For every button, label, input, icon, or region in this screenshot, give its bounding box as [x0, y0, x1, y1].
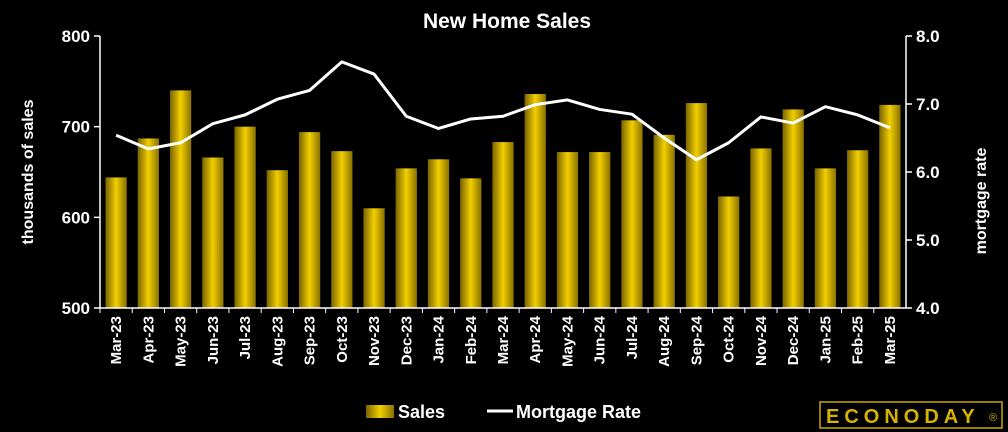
- y-tick-label-800: 800: [62, 27, 90, 46]
- x-tick-label-jun-24: Jun-24: [592, 315, 609, 364]
- y2-tick-label-4.0: 4.0: [916, 299, 940, 318]
- logo-frame: [819, 401, 1003, 429]
- right-axis-ticks: 4.0 5.0 6.0 7.0 8.0: [906, 27, 940, 318]
- x-tick-label-aug-24: Aug-24: [656, 315, 673, 366]
- bar-oct-23: [331, 151, 353, 308]
- logo-text: ECONODAY: [826, 406, 980, 428]
- bar-may-23: [169, 90, 192, 309]
- y-tick-label-600: 600: [62, 208, 90, 227]
- bar-aug-24: [653, 134, 675, 308]
- right-axis-label: mortgage rate: [973, 148, 990, 255]
- bar-apr-24: [524, 94, 546, 308]
- legend-sales-label: Sales: [398, 402, 445, 422]
- x-tick-label-jul-24: Jul-24: [624, 315, 641, 359]
- chart-title: New Home Sales: [423, 10, 591, 33]
- legend-sales-swatch: [366, 405, 394, 418]
- x-tick-label-oct-24: Oct-24: [721, 315, 738, 362]
- bar-jul-24: [621, 120, 643, 308]
- left-axis-ticks: 500 600 700 800: [62, 27, 100, 318]
- x-tick-label-nov-23: Nov-23: [366, 316, 383, 366]
- bar-sep-24: [685, 103, 708, 308]
- mortgage-rate-line: [115, 60, 891, 162]
- mortgage-rate-polyline: [115, 60, 891, 162]
- x-tick-label-feb-24: Feb-24: [463, 315, 480, 364]
- x-tick-label-jan-24: Jan-24: [431, 315, 448, 363]
- x-tick-label-mar-25: Mar-25: [882, 316, 899, 364]
- x-tick-label-jan-25: Jan-25: [817, 316, 834, 364]
- x-tick-label-apr-23: Apr-23: [140, 316, 157, 364]
- x-tick-label-feb-25: Feb-25: [850, 316, 867, 364]
- bar-jul-23: [234, 126, 256, 308]
- legend: Sales Mortgage Rate: [366, 402, 641, 422]
- bar-mar-25: [879, 104, 901, 308]
- bar-jan-25: [814, 168, 837, 308]
- bar-dec-24: [782, 109, 804, 308]
- x-tick-label-sep-24: Sep-24: [688, 315, 705, 365]
- logo-registered-mark: ®: [989, 412, 997, 424]
- x-tick-label-may-24: May-24: [559, 315, 576, 367]
- x-tick-label-oct-23: Oct-23: [334, 316, 351, 363]
- bar-jun-23: [202, 157, 224, 308]
- left-axis-label: thousands of sales: [20, 99, 37, 244]
- y-tick-label-500: 500: [62, 299, 90, 318]
- x-tick-label-apr-24: Apr-24: [527, 315, 544, 363]
- econoday-logo: ECONODAY ®: [819, 401, 1003, 429]
- bar-jun-24: [589, 152, 611, 308]
- bar-mar-24: [492, 142, 514, 308]
- y2-tick-label-7.0: 7.0: [916, 95, 940, 114]
- x-tick-label-dec-24: Dec-24: [785, 315, 802, 365]
- y-tick-label-700: 700: [62, 118, 90, 137]
- x-tick-label-mar-24: Mar-24: [495, 315, 512, 364]
- bar-jan-24: [427, 159, 450, 308]
- sales-bars: [105, 90, 901, 309]
- bar-sep-23: [298, 132, 321, 308]
- bar-oct-24: [718, 196, 740, 308]
- legend-mortgage-rate-label: Mortgage Rate: [516, 402, 641, 422]
- x-tick-label-may-23: May-23: [173, 316, 190, 367]
- x-tick-label-sep-23: Sep-23: [302, 316, 319, 365]
- bar-may-24: [556, 152, 579, 308]
- bar-aug-23: [266, 170, 288, 308]
- y2-tick-label-8.0: 8.0: [916, 27, 940, 46]
- x-tick-label-mar-23: Mar-23: [108, 316, 125, 364]
- bar-dec-23: [395, 168, 417, 308]
- y2-tick-label-5.0: 5.0: [916, 231, 940, 250]
- x-tick-label-jul-23: Jul-23: [237, 316, 254, 359]
- y2-tick-label-6.0: 6.0: [916, 163, 940, 182]
- bar-mar-23: [105, 177, 127, 308]
- x-axis-ticks: Mar-23 Apr-23 May-23 Jun-23 Jul-23 Aug-23 Sep-…: [99, 308, 899, 367]
- bar-nov-23: [363, 208, 385, 308]
- bar-nov-24: [750, 148, 772, 308]
- bar-apr-23: [137, 138, 159, 308]
- x-tick-label-aug-23: Aug-23: [269, 316, 286, 367]
- bar-feb-24: [460, 178, 482, 308]
- bar-feb-25: [847, 150, 869, 308]
- x-tick-label-dec-23: Dec-23: [398, 316, 415, 365]
- x-tick-label-jun-23: Jun-23: [205, 316, 222, 364]
- x-tick-label-nov-24: Nov-24: [753, 315, 770, 366]
